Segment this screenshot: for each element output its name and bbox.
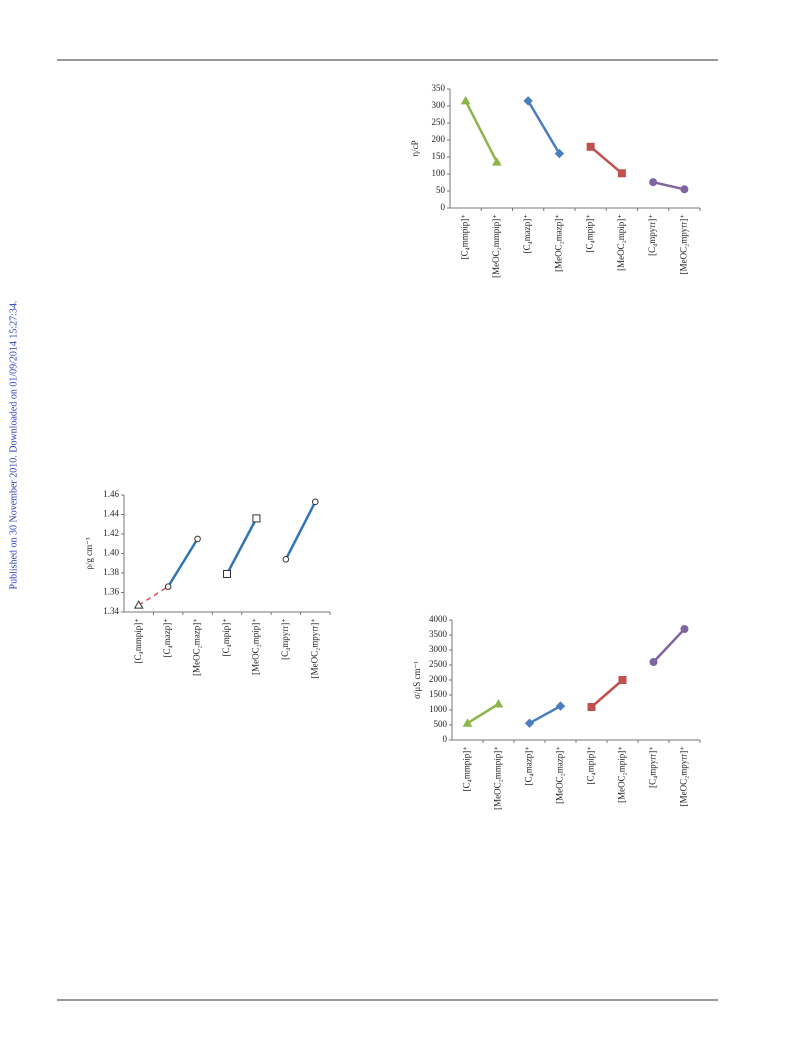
y-tick-label: 1.46 <box>103 489 119 499</box>
x-tick-label: [MeOC₂mazp]⁺ <box>192 618 202 676</box>
x-tick-label: [MeOC₂mpyrr]⁺ <box>678 214 688 275</box>
series-line <box>527 100 561 155</box>
marker <box>311 498 319 506</box>
x-tick-label: [MeOC₂mazp]⁺ <box>553 214 563 272</box>
x-tick-label: [MeOC₂mpip]⁺ <box>616 214 626 271</box>
y-tick-label: 50 <box>436 185 446 195</box>
marker <box>586 142 595 151</box>
y-tick-label: 1.44 <box>103 509 119 519</box>
y-tick-label: 2500 <box>429 659 448 669</box>
marker <box>223 569 231 578</box>
y-tick-label: 250 <box>432 117 446 127</box>
marker <box>680 185 689 194</box>
x-tick-label: [C₄mmpip]⁺ <box>133 618 143 664</box>
marker <box>649 178 658 187</box>
x-tick-label: [C₄mpyrr]⁺ <box>280 618 290 660</box>
series-line <box>589 145 623 175</box>
x-tick-label: [C₄mazp]⁺ <box>522 214 532 254</box>
y-tick-label: 0 <box>443 734 448 744</box>
side-note: Published on 30 November 2010. Downloade… <box>8 301 19 590</box>
marker <box>649 658 658 666</box>
series-line <box>466 702 500 725</box>
y-axis-label: ρ/g cm⁻³ <box>84 537 94 569</box>
y-tick-label: 1.42 <box>103 528 119 538</box>
series-line <box>528 705 562 725</box>
marker <box>460 95 471 105</box>
x-tick-label: [C₄mpyrr]⁺ <box>647 214 657 256</box>
y-tick-label: 0 <box>441 202 446 212</box>
series-line <box>284 501 317 560</box>
x-tick-label: [MeOC₂mazp]⁺ <box>555 746 565 804</box>
series-line <box>225 517 258 575</box>
y-tick-label: 100 <box>432 168 446 178</box>
y-tick-label: 350 <box>432 83 446 93</box>
marker <box>680 625 689 633</box>
y-axis-label: σ/μS cm⁻¹ <box>412 661 422 699</box>
marker <box>524 718 535 728</box>
series-line <box>652 628 686 663</box>
y-tick-label: 300 <box>432 100 446 110</box>
marker <box>493 698 504 708</box>
series-line <box>652 180 685 191</box>
x-tick-label: [C₄mpip]⁺ <box>221 618 231 657</box>
x-tick-label: [C₄mmpip]⁺ <box>460 214 470 260</box>
marker <box>282 556 290 563</box>
y-tick-label: 1000 <box>429 704 448 714</box>
y-tick-label: 2000 <box>429 674 448 684</box>
y-tick-label: 1.38 <box>103 567 119 577</box>
x-tick-label: [C₄mpip]⁺ <box>586 746 596 785</box>
y-axis-label: η/cP <box>410 140 420 156</box>
marker <box>164 583 172 590</box>
x-tick-label: [MeOC₂mpip]⁺ <box>617 746 627 803</box>
x-tick-label: [MeOC₂mmpip]⁺ <box>493 746 503 810</box>
y-tick-label: 1.40 <box>103 548 119 558</box>
marker <box>194 535 201 543</box>
marker <box>523 96 533 106</box>
marker <box>492 157 502 166</box>
marker <box>618 676 627 684</box>
marker <box>617 169 626 178</box>
x-tick-label: [MeOC₂mpip]⁺ <box>250 618 260 675</box>
series-line <box>167 538 199 588</box>
series-line <box>464 100 498 163</box>
series-line <box>138 586 169 606</box>
y-tick-label: 500 <box>434 719 448 729</box>
marker <box>554 148 565 159</box>
x-tick-label: [MeOC₂mpyrr]⁺ <box>679 746 689 807</box>
y-tick-label: 1500 <box>429 689 448 699</box>
x-tick-label: [C₄mazp]⁺ <box>524 746 534 786</box>
series-line <box>590 679 624 708</box>
x-tick-label: [MeOC₂mpyrr]⁺ <box>309 618 319 679</box>
marker <box>133 600 144 609</box>
x-tick-label: [MeOC₂mmpip]⁺ <box>491 214 501 278</box>
marker <box>587 703 596 711</box>
y-tick-label: 4000 <box>429 614 448 624</box>
x-tick-label: [C₄mpyrr]⁺ <box>648 746 658 788</box>
y-tick-label: 3500 <box>429 629 448 639</box>
x-tick-label: [C₄mazp]⁺ <box>162 618 172 658</box>
marker <box>555 701 566 711</box>
marker <box>252 514 261 523</box>
y-tick-label: 150 <box>432 151 446 161</box>
marker <box>462 718 473 727</box>
y-tick-label: 1.36 <box>103 587 119 597</box>
y-tick-label: 1.34 <box>103 606 119 616</box>
y-tick-label: 200 <box>432 134 446 144</box>
y-tick-label: 3000 <box>429 644 448 654</box>
x-tick-label: [C₄mmpip]⁺ <box>462 746 472 792</box>
x-tick-label: [C₄mpip]⁺ <box>585 214 595 253</box>
